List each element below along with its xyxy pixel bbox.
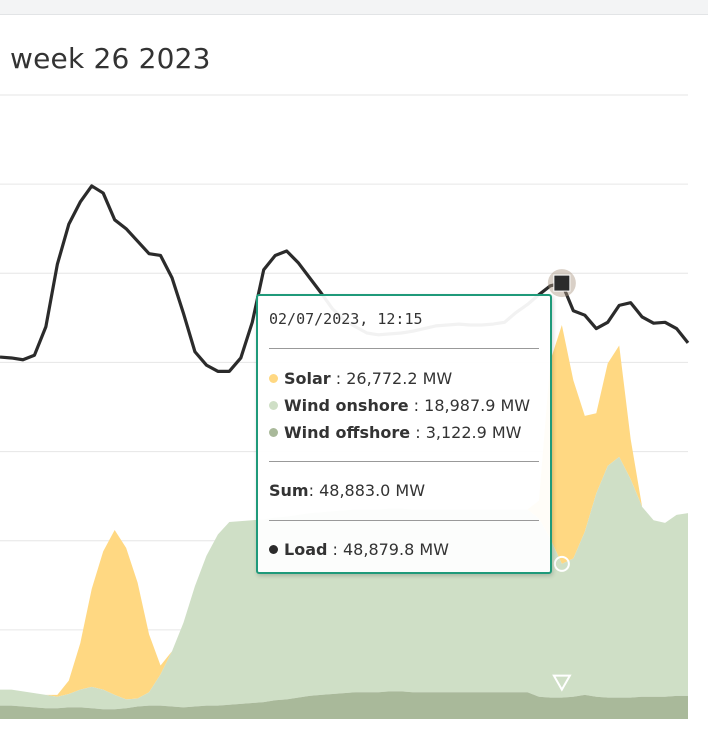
tooltip-item-wind-onshore: Wind onshore : 18,987.9 MW bbox=[269, 396, 530, 415]
tooltip-item-wind-offshore: Wind offshore : 3,122.9 MW bbox=[269, 423, 522, 442]
tooltip-load-name: Load bbox=[284, 540, 328, 559]
solar-dot bbox=[269, 374, 278, 383]
tooltip-item-value: 18,987.9 MW bbox=[424, 396, 531, 415]
tooltip-load-value: 48,879.8 MW bbox=[343, 540, 449, 559]
tooltip-item-name: Solar bbox=[284, 369, 331, 388]
tooltip-item-solar: Solar : 26,772.2 MW bbox=[269, 369, 452, 388]
tooltip-divider bbox=[269, 520, 539, 521]
tooltip-sum-label: Sum bbox=[269, 481, 309, 500]
tooltip-load: Load : 48,879.8 MW bbox=[269, 540, 449, 559]
wind-onshore-dot bbox=[269, 401, 278, 410]
wind-onshore-hover-marker bbox=[553, 555, 570, 572]
tooltip-item-value: 26,772.2 MW bbox=[346, 369, 453, 388]
tooltip-sum: Sum: 48,883.0 MW bbox=[269, 481, 426, 500]
tooltip-item-name: Wind onshore bbox=[284, 396, 409, 415]
tooltip-item-name: Wind offshore bbox=[284, 423, 411, 442]
tooltip-date: 02/07/2023, 12:15 bbox=[269, 310, 423, 328]
tooltip-divider bbox=[269, 348, 539, 349]
area-wind-offshore bbox=[0, 691, 688, 719]
tooltip-sum-value: 48,883.0 MW bbox=[319, 481, 426, 500]
tooltip-item-value: 3,122.9 MW bbox=[425, 423, 522, 442]
chart-title: week 26 2023 bbox=[10, 42, 211, 75]
chart-tooltip: 02/07/2023, 12:15 Solar : 26,772.2 MW Wi… bbox=[256, 294, 552, 574]
load-hover-marker bbox=[553, 274, 571, 292]
load-dot bbox=[269, 545, 278, 554]
chart-markers bbox=[547, 269, 576, 692]
wind-offshore-dot bbox=[269, 428, 278, 437]
tooltip-divider bbox=[269, 461, 539, 462]
wind-offshore-hover-marker bbox=[552, 674, 572, 692]
top-border bbox=[0, 0, 708, 15]
